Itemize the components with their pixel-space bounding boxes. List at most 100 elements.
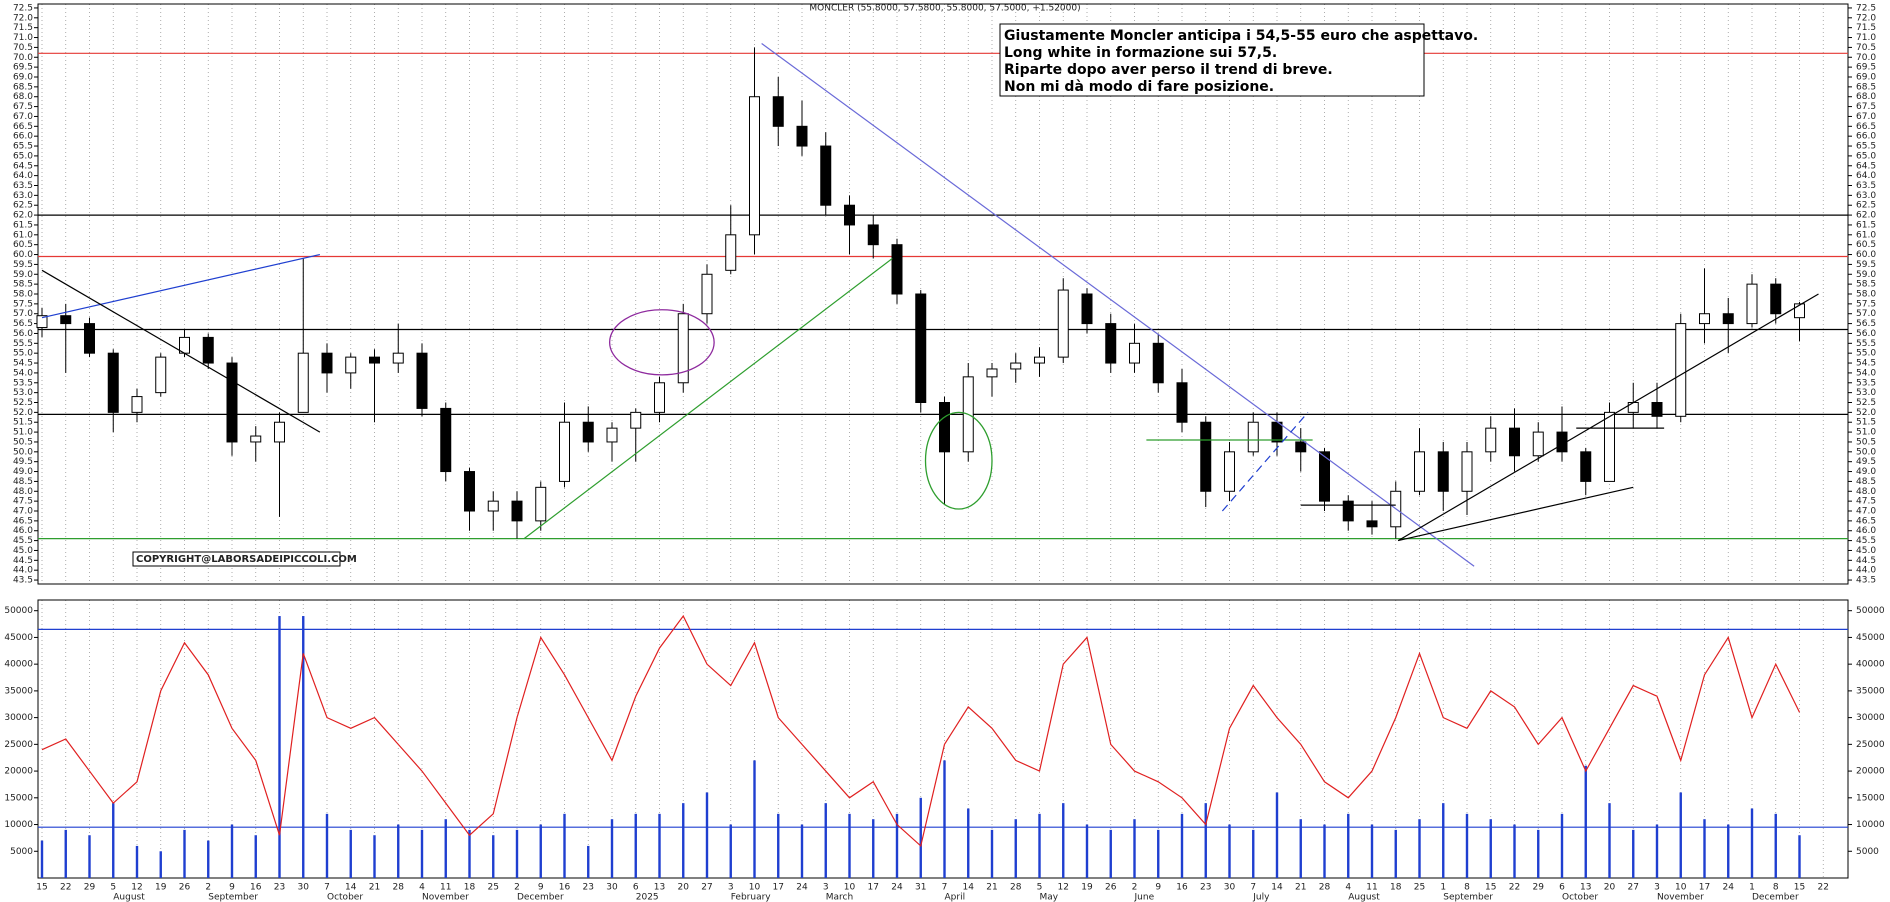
x-tick-label: 22 [60,883,71,893]
y-tick-label: 66.0 [1856,132,1876,142]
x-tick-label: 21 [369,883,380,893]
annotation-text: Long white in formazione sui 57,5. [1004,45,1277,61]
month-label: November [422,893,469,902]
candle-body [844,204,855,226]
y-tick-label: 45.5 [1856,536,1876,546]
y-tick-label: 50.0 [13,447,33,457]
x-tick-label: 14 [963,883,975,893]
y-tick-label: 48.0 [13,487,33,497]
y-tick-label: 64.5 [13,161,33,171]
candle-body [749,96,760,236]
y-tick-label: 52.0 [13,408,33,418]
x-tick-label: 11 [440,883,451,893]
volume-bar [1703,819,1706,878]
y-tick-label: 58.0 [13,290,33,300]
candle-body [559,421,570,482]
candle-body [131,396,143,413]
y-tick-label: 67.5 [1856,102,1876,112]
x-tick-label: 17 [1699,883,1710,893]
y-tick-label: 69.5 [1856,63,1876,73]
x-tick-label: 10 [749,883,761,893]
y-tick-label: 56.5 [1856,319,1876,329]
y-tick-label: 55.0 [13,349,33,359]
y-tick-label: 45000 [1856,633,1885,643]
x-tick-label: 13 [1580,883,1591,893]
candle-body [1722,313,1734,325]
candle-body [1034,356,1045,364]
x-tick-label: 19 [1081,883,1093,893]
volume-bar [729,824,732,878]
y-tick-label: 50000 [4,606,33,616]
candle-body [1651,402,1663,417]
x-tick-label: 10 [844,883,856,893]
volume-bar [1679,792,1682,878]
x-tick-label: 28 [1010,883,1022,893]
candle-body [535,486,547,522]
y-tick-label: 20000 [4,767,33,777]
y-tick-label: 15000 [1856,793,1885,803]
y-tick-label: 68.0 [1856,92,1876,102]
y-tick-label: 71.0 [13,33,33,43]
candle-body [1366,520,1378,528]
y-tick-label: 50000 [1856,606,1885,616]
y-tick-label: 60.0 [13,250,33,260]
y-tick-label: 35000 [4,686,33,696]
candle-body [60,315,72,325]
volume-bar [183,829,186,878]
x-tick-label: 8 [1464,883,1470,893]
y-tick-label: 45000 [4,633,33,643]
x-tick-label: 6 [633,883,639,893]
x-tick-label: 21 [1295,883,1306,893]
volume-bar [919,797,922,878]
y-tick-label: 45.5 [13,536,33,546]
x-tick-label: 2 [1132,883,1138,893]
annotation-box [999,23,1425,97]
y-tick-label: 61.5 [13,220,33,230]
x-tick-label: 30 [606,883,618,893]
x-tick-label: 27 [701,883,712,893]
volume-bar [278,616,281,878]
y-tick-label: 49.5 [1856,457,1876,467]
y-tick-label: 55.5 [13,339,33,349]
month-label: December [517,893,564,902]
candle-body [1057,289,1069,358]
y-tick-label: 59.0 [1856,270,1876,280]
y-tick-label: 20000 [1856,767,1885,777]
candle-body [867,224,879,246]
y-tick-label: 58.5 [1856,280,1876,290]
x-tick-label: 1 [1749,883,1755,893]
candle-body [1176,382,1188,423]
volume-bar [610,819,614,878]
volume-bar [990,829,994,878]
y-tick-label: 43.5 [13,576,33,586]
volume-bar [230,824,234,878]
volume-bar [1608,803,1611,878]
y-tick-label: 50.5 [13,437,33,447]
x-tick-label: 23 [583,883,594,893]
volume-bar [492,835,495,878]
candle-body [1627,402,1639,413]
candle-body [1295,441,1307,453]
y-tick-label: 46.5 [13,516,33,526]
y-tick-label: 52.5 [13,398,33,408]
x-tick-label: 24 [796,883,808,893]
y-tick-label: 67.0 [1856,112,1876,122]
y-tick-label: 52.0 [1856,408,1876,418]
y-tick-label: 48.0 [1856,487,1876,497]
y-tick-label: 35000 [1856,686,1885,696]
y-tick-label: 64.5 [1856,161,1876,171]
y-tick-label: 71.5 [13,23,33,33]
candle-body [772,96,784,127]
x-tick-label: 29 [84,883,96,893]
x-tick-label: 24 [1723,883,1735,893]
volume-bar [1727,824,1730,878]
y-tick-label: 70.0 [1856,53,1876,63]
highlight-ellipse [924,411,993,510]
volume-bar [895,813,899,878]
y-tick-label: 71.5 [1856,23,1876,33]
volume-bar [777,813,780,878]
month-label: August [113,893,145,902]
volume-bar [515,829,519,878]
y-tick-label: 66.5 [13,122,33,132]
volume-bar [1489,819,1492,878]
